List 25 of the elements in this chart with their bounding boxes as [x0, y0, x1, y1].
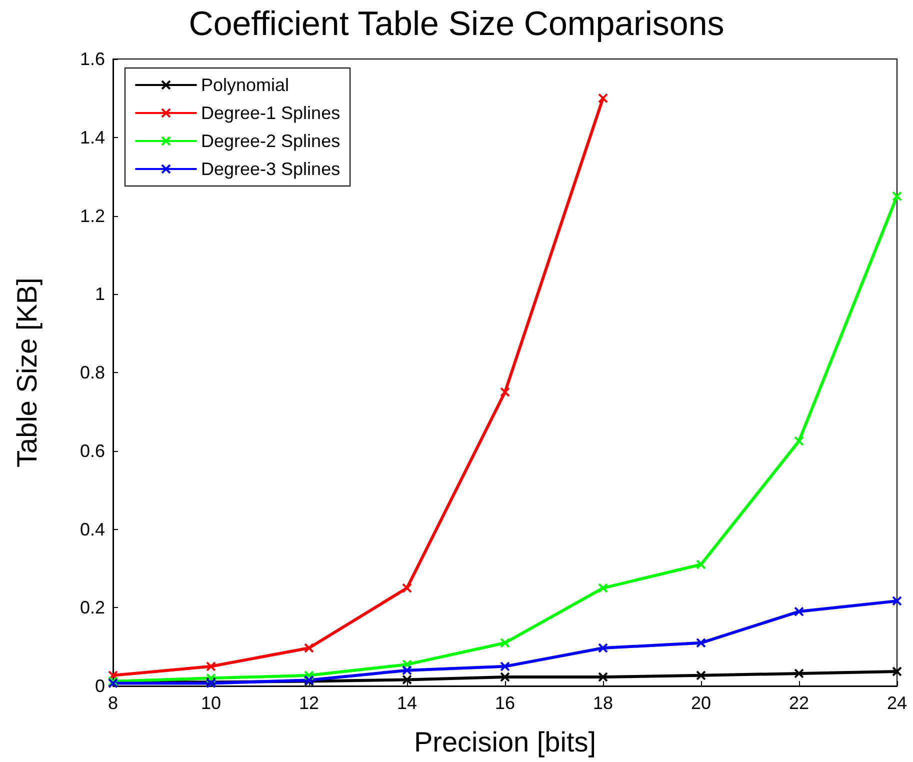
legend-label: Degree-3 Splines — [201, 159, 340, 179]
legend-label: Polynomial — [201, 75, 290, 95]
legend-label: Degree-1 Splines — [201, 103, 340, 123]
x-tick-label: 22 — [788, 693, 810, 713]
x-tick-label: 12 — [298, 693, 320, 713]
x-tick-label: 20 — [690, 693, 712, 713]
y-tick-label: 0 — [94, 676, 105, 696]
x-tick-label: 16 — [494, 693, 516, 713]
y-tick-label: 0.6 — [80, 440, 105, 461]
x-tick-label: 14 — [396, 693, 418, 713]
y-tick-label: 0.8 — [80, 362, 105, 382]
y-tick-label: 1 — [94, 284, 105, 304]
y-tick-label: 0.2 — [80, 598, 105, 618]
y-tick-label: 1.6 — [80, 49, 105, 69]
y-axis-title: Table Size [KB] — [12, 278, 42, 468]
chart-title: Coefficient Table Size Comparisons — [188, 5, 724, 43]
y-tick-label: 1.4 — [80, 127, 105, 148]
legend-label: Degree-2 Splines — [201, 131, 340, 151]
x-tick-label: 24 — [886, 693, 908, 713]
x-tick-label: 10 — [200, 693, 222, 713]
y-tick-label: 0.4 — [80, 519, 105, 540]
y-tick-label: 1.2 — [80, 206, 105, 226]
x-tick-label: 18 — [592, 693, 614, 713]
x-tick-label: 8 — [108, 693, 118, 713]
x-axis-title: Precision [bits] — [414, 726, 596, 758]
